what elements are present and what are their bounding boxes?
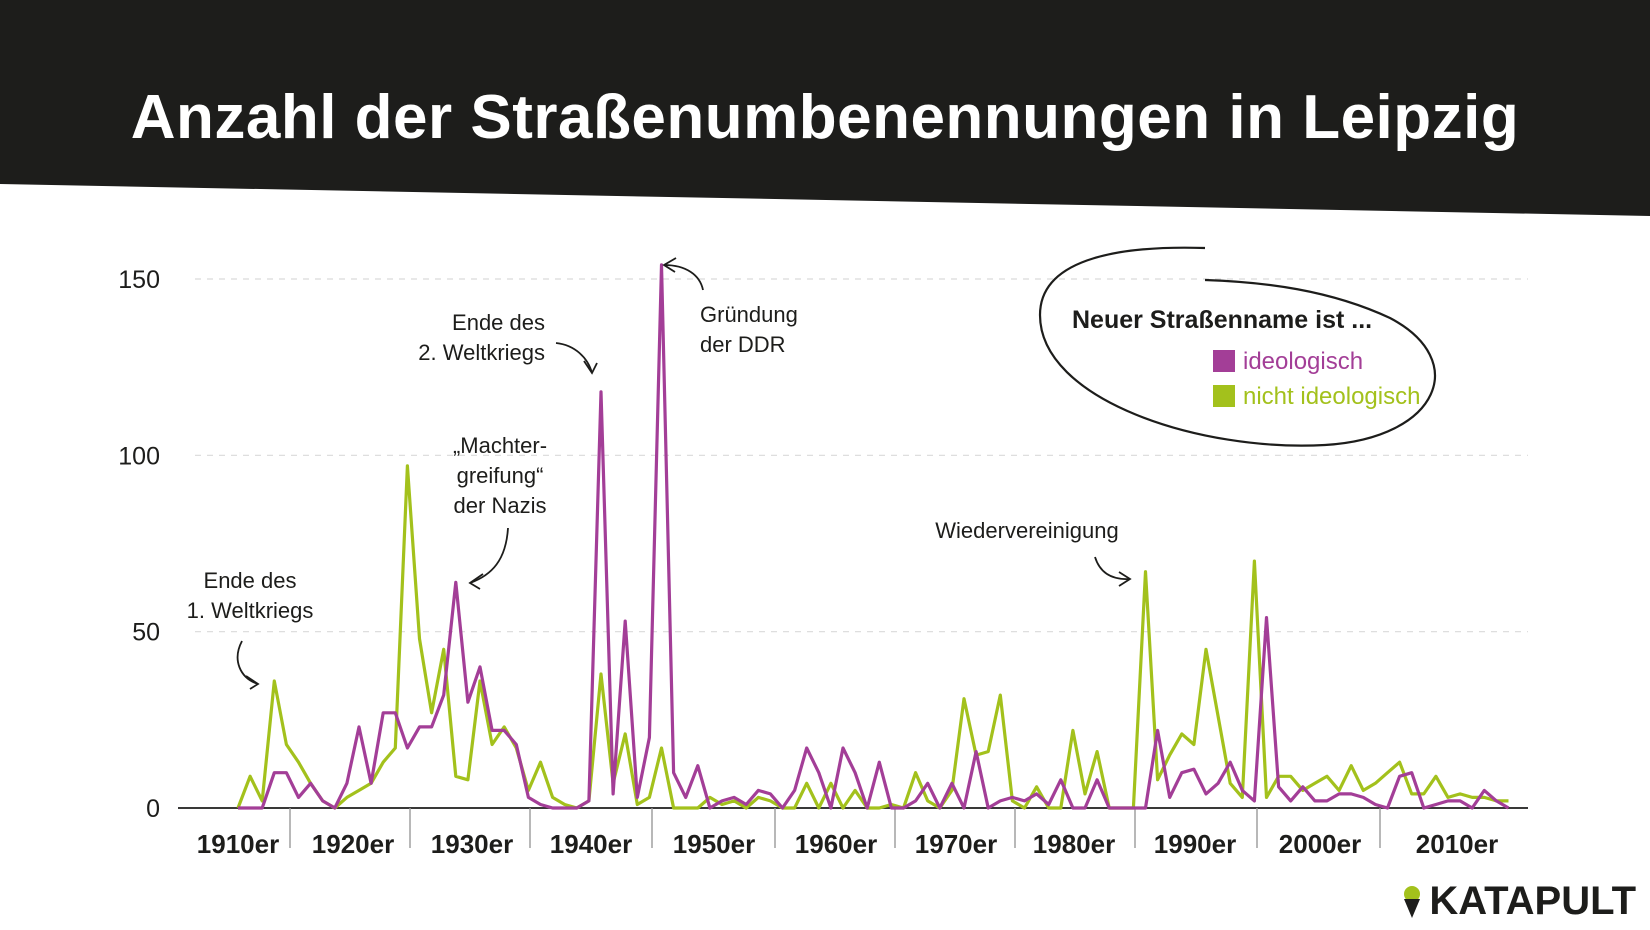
annotation-ddr: Gründung der DDR bbox=[700, 302, 798, 357]
series-line-ideologisch bbox=[238, 263, 1510, 810]
decade-label: 1920er bbox=[312, 829, 394, 859]
annotation-ww1: Ende des 1. Weltkriegs bbox=[187, 568, 314, 623]
annotation-reunification: Wiedervereinigung bbox=[935, 518, 1118, 543]
annotation-arrow bbox=[469, 527, 509, 584]
annotation-ww2: Ende des 2. Weltkriegs bbox=[418, 310, 545, 365]
decade-label: 2000er bbox=[1279, 829, 1361, 859]
y-tick-label: 100 bbox=[118, 442, 160, 470]
arrow-head bbox=[662, 257, 677, 273]
legend-title: Neuer Straßenname ist ... bbox=[1072, 306, 1372, 334]
decade-label: 1940er bbox=[550, 829, 632, 859]
decade-label: 1930er bbox=[431, 829, 513, 859]
legend-label: ideologisch bbox=[1243, 348, 1363, 375]
annotation-arrow bbox=[663, 264, 704, 291]
brand-name: KATAPULT bbox=[1429, 879, 1636, 923]
decade-label: 1990er bbox=[1154, 829, 1236, 859]
chart-title: Anzahl der Straßenumbenennungen in Leipz… bbox=[130, 83, 1520, 152]
ice-cream-cone-icon bbox=[1404, 885, 1421, 918]
arrow-head bbox=[1118, 571, 1132, 587]
decade-label: 1950er bbox=[673, 829, 755, 859]
arrow-head bbox=[583, 360, 598, 375]
legend-swatch bbox=[1213, 350, 1235, 372]
x-axis: 1910er 1920er 1930er 1940er 1950er 1960er 1970… bbox=[178, 807, 1528, 859]
grid-lines: 0 50 100 150 bbox=[118, 266, 1528, 823]
y-tick-label: 150 bbox=[118, 266, 160, 294]
y-tick-label: 0 bbox=[146, 795, 160, 823]
annotations: Ende des 1. Weltkriegs „Machter-greifung“ d… bbox=[187, 257, 1132, 690]
arrow-head bbox=[468, 573, 484, 590]
arrow-head bbox=[245, 675, 260, 690]
decade-label: 1980er bbox=[1033, 829, 1115, 859]
series-lines bbox=[236, 263, 1510, 810]
annotation-nazis: „Machter-greifung“ der Nazis bbox=[453, 433, 547, 518]
brand-logo: KATAPULT bbox=[1401, 879, 1636, 924]
header-band bbox=[0, 0, 1650, 216]
decade-label: 1970er bbox=[915, 829, 997, 859]
decade-label: 2010er bbox=[1416, 829, 1498, 859]
decade-label: 1960er bbox=[795, 829, 877, 859]
legend-outline bbox=[1038, 246, 1436, 447]
y-tick-label: 50 bbox=[132, 619, 160, 647]
legend: Neuer Straßenname ist ... ideologisch nich… bbox=[1038, 246, 1436, 447]
annotation-arrow bbox=[555, 342, 593, 374]
series-line-nicht-ideologisch bbox=[236, 464, 1509, 810]
annotation-arrow bbox=[1094, 556, 1131, 580]
legend-swatch bbox=[1213, 385, 1235, 407]
legend-label: nicht ideologisch bbox=[1243, 383, 1420, 410]
decade-label: 1910er bbox=[197, 829, 279, 859]
